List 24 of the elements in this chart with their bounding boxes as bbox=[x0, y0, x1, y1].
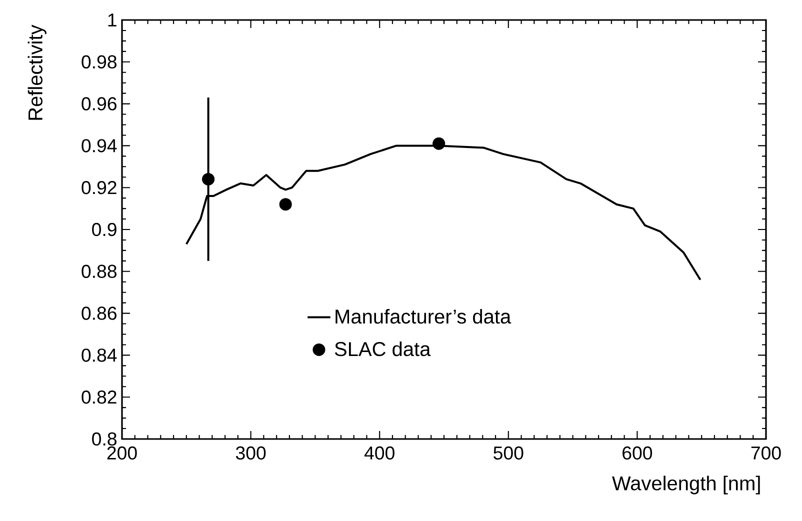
y-tick-label: 0.88 bbox=[82, 264, 116, 278]
x-tick-label: 200 bbox=[107, 446, 137, 460]
y-tick-label: 0.9 bbox=[92, 222, 116, 236]
legend-label: SLAC data bbox=[334, 341, 431, 356]
y-tick-label: 0.96 bbox=[82, 97, 116, 110]
point bbox=[279, 198, 292, 211]
y-axis-title: Reflectivity bbox=[28, 24, 46, 120]
y-tick-label: 0.98 bbox=[82, 55, 116, 69]
x-axis-title: Wavelength [nm] bbox=[612, 476, 760, 494]
y-tick-label: 0.92 bbox=[82, 180, 116, 194]
y-tick-label: 0.94 bbox=[82, 139, 117, 152]
legend-label: Manufacturer’s data bbox=[336, 309, 512, 324]
point bbox=[202, 172, 215, 186]
x-tick-label: 700 bbox=[751, 446, 781, 460]
x-tick-label: 400 bbox=[364, 446, 394, 460]
y-tick-label: 0.84 bbox=[82, 348, 117, 362]
x-tick-label: 300 bbox=[236, 446, 266, 460]
x-tick-label: 600 bbox=[622, 446, 652, 460]
y-tick-label: 1 bbox=[108, 14, 116, 26]
y-tick-label: 0.86 bbox=[82, 306, 116, 320]
y-tick-label: 0.82 bbox=[82, 390, 116, 404]
point bbox=[432, 137, 446, 150]
y-tick-label: 0.8 bbox=[92, 432, 116, 446]
x-tick-label: 500 bbox=[494, 446, 524, 460]
